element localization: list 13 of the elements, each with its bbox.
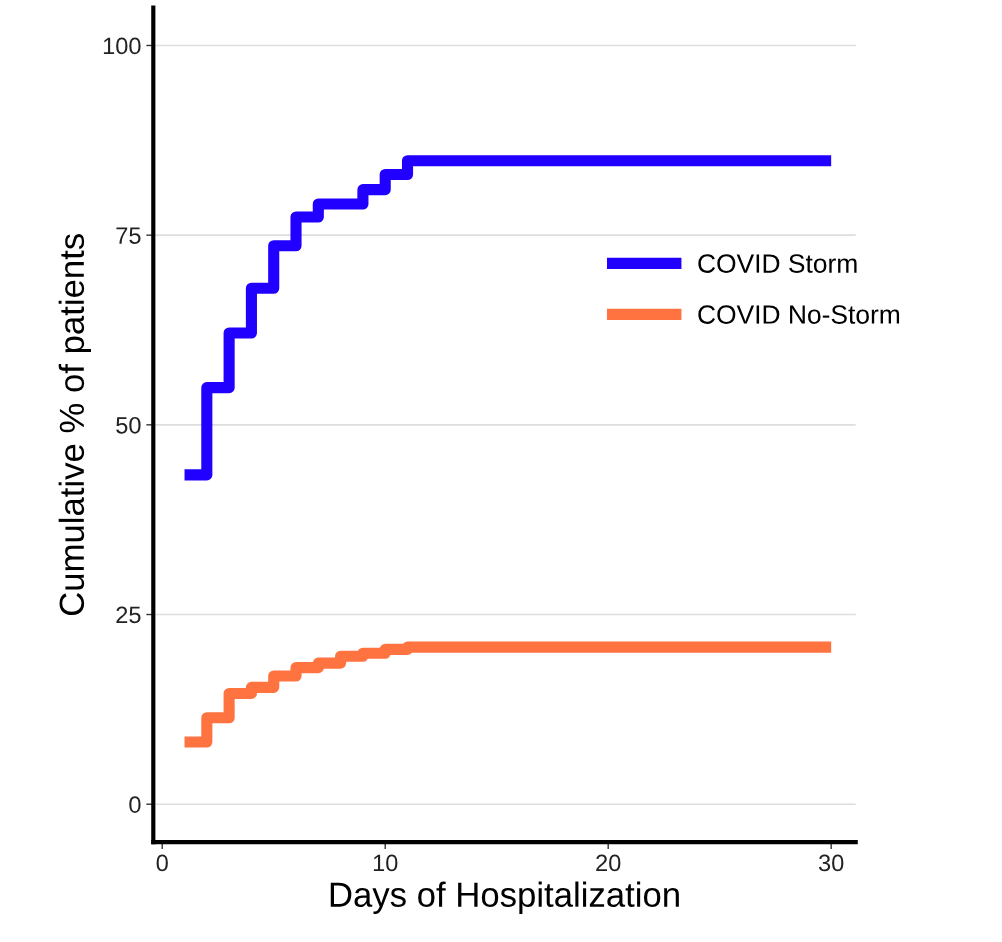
y-tick-label: 0	[129, 796, 141, 813]
y-tick-label: 50	[116, 416, 141, 434]
legend-label: COVID No-Storm	[698, 305, 900, 324]
y-tick-label: 100	[103, 37, 141, 55]
y-axis-title: Cumulative % of patients	[58, 234, 91, 616]
x-tick-label: 0	[156, 854, 168, 872]
x-axis-title: Days of Hospitalization	[330, 881, 679, 914]
x-tick-label: 30	[818, 854, 844, 872]
y-tick-label: 75	[116, 227, 141, 244]
x-tick-label: 20	[596, 854, 621, 872]
x-tick-label: 10	[373, 854, 398, 872]
legend-label: COVID Storm	[698, 254, 857, 273]
y-tick-label: 25	[116, 606, 141, 624]
